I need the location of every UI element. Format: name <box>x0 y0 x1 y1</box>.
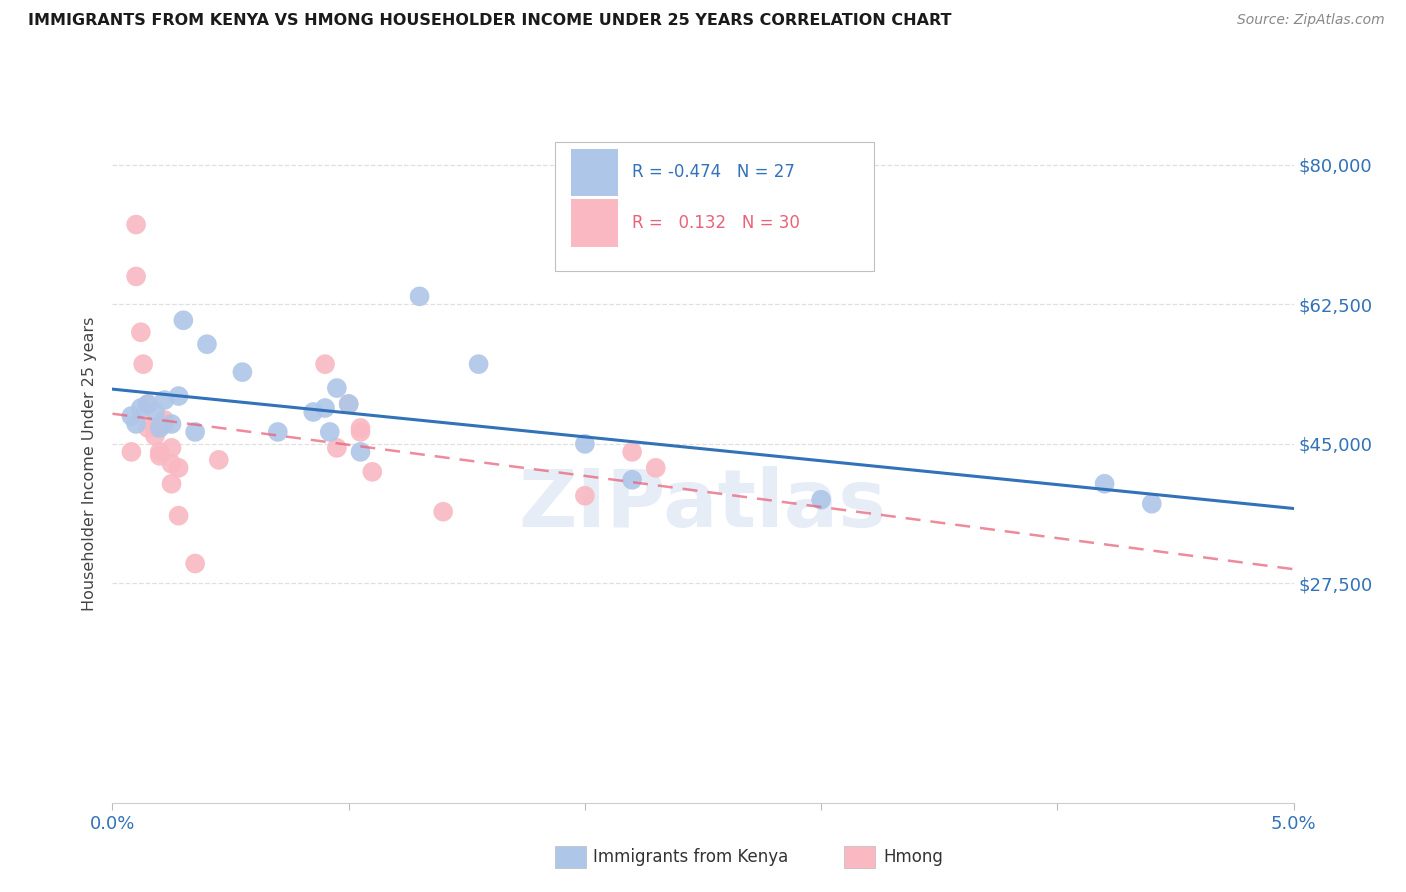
Point <box>1140 497 1163 511</box>
Point <box>153 417 176 431</box>
Point <box>302 405 325 419</box>
Point <box>621 445 644 459</box>
Point <box>184 557 207 571</box>
Point <box>125 417 148 431</box>
Point <box>153 392 176 407</box>
Point <box>136 397 159 411</box>
Point <box>120 445 142 459</box>
Text: Source: ZipAtlas.com: Source: ZipAtlas.com <box>1237 13 1385 28</box>
Point <box>167 389 190 403</box>
FancyBboxPatch shape <box>555 142 875 270</box>
Point <box>160 417 183 431</box>
Bar <box>571 149 619 196</box>
Point <box>172 313 194 327</box>
Point <box>326 381 349 395</box>
Point <box>184 425 207 439</box>
Point <box>337 397 360 411</box>
Point <box>129 325 152 339</box>
Point <box>349 421 371 435</box>
Point <box>136 421 159 435</box>
Point <box>160 476 183 491</box>
Point <box>644 460 666 475</box>
Text: IMMIGRANTS FROM KENYA VS HMONG HOUSEHOLDER INCOME UNDER 25 YEARS CORRELATION CHA: IMMIGRANTS FROM KENYA VS HMONG HOUSEHOLD… <box>28 13 952 29</box>
Point <box>132 357 155 371</box>
Point <box>149 445 172 459</box>
Point <box>153 413 176 427</box>
Point <box>810 492 832 507</box>
Point <box>125 218 148 232</box>
Point <box>314 357 336 371</box>
Point <box>120 409 142 423</box>
Point <box>160 441 183 455</box>
Point <box>160 457 183 471</box>
Point <box>129 401 152 415</box>
Point <box>314 401 336 415</box>
Point <box>149 421 172 435</box>
Point <box>143 421 166 435</box>
Point <box>143 405 166 419</box>
Point <box>195 337 218 351</box>
Text: R = -0.474   N = 27: R = -0.474 N = 27 <box>633 163 794 181</box>
Point <box>349 445 371 459</box>
Point <box>467 357 489 371</box>
Text: R =   0.132   N = 30: R = 0.132 N = 30 <box>633 214 800 232</box>
Point <box>408 289 430 303</box>
Point <box>167 508 190 523</box>
Point <box>208 453 231 467</box>
Point <box>432 505 454 519</box>
Text: ZIPatlas: ZIPatlas <box>519 466 887 543</box>
Point <box>1094 476 1116 491</box>
Point <box>143 429 166 443</box>
Text: Immigrants from Kenya: Immigrants from Kenya <box>593 848 789 866</box>
Point <box>337 397 360 411</box>
Y-axis label: Householder Income Under 25 years: Householder Income Under 25 years <box>82 317 97 611</box>
Point <box>231 365 253 379</box>
Point <box>267 425 290 439</box>
Text: Hmong: Hmong <box>883 848 943 866</box>
Point <box>349 425 371 439</box>
Point <box>136 397 159 411</box>
Point <box>621 473 644 487</box>
Point <box>149 449 172 463</box>
Point <box>167 460 190 475</box>
Point <box>319 425 342 439</box>
Point <box>125 269 148 284</box>
Bar <box>571 200 619 247</box>
Point <box>326 441 349 455</box>
Point <box>361 465 384 479</box>
Point <box>574 489 596 503</box>
Point <box>574 437 596 451</box>
